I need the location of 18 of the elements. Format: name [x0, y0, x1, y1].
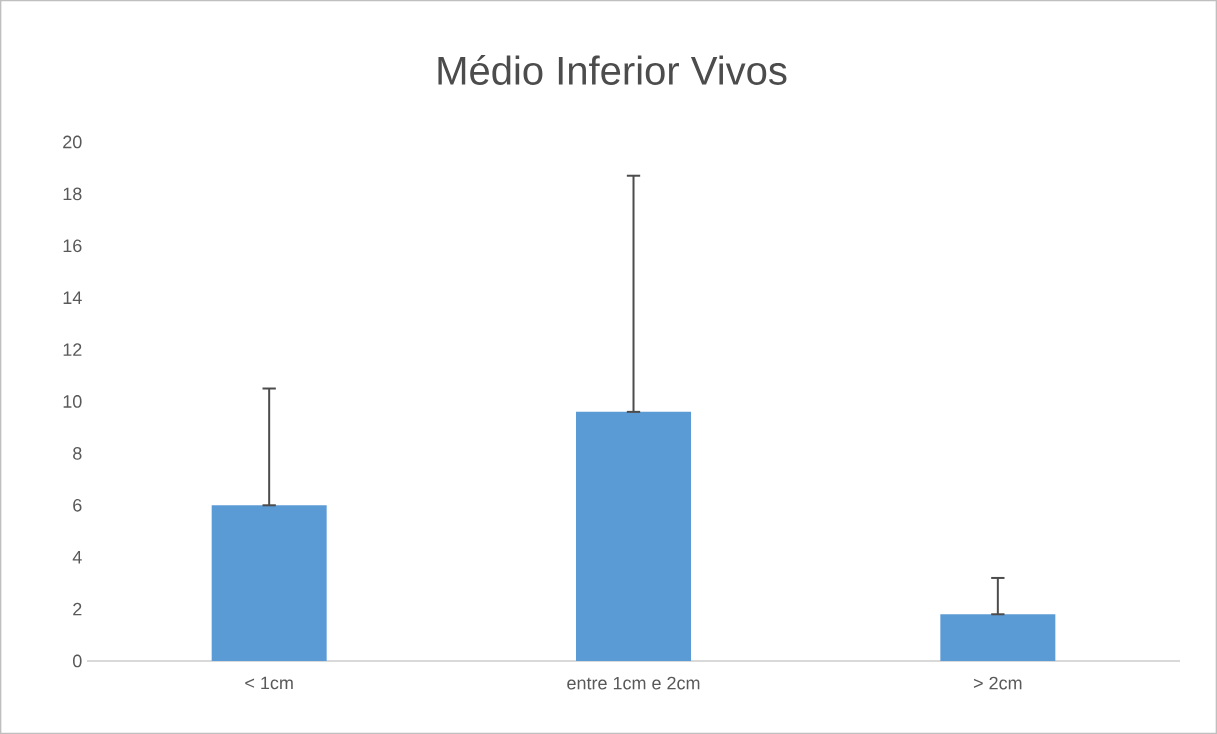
y-tick-label: 20	[63, 135, 82, 149]
y-tick-label: 18	[63, 187, 82, 201]
bar	[940, 614, 1056, 661]
x-tick-label: entre 1cm e 2cm	[567, 676, 700, 690]
chart-title: Médio Inferior Vivos	[438, 55, 787, 85]
x-tick-label: > 2cm	[973, 676, 1022, 690]
y-tick-label: 4	[72, 551, 82, 564]
x-tick-label: < 1cm	[245, 676, 293, 690]
y-tick-label: 0	[73, 654, 82, 668]
y-tick-label: 10	[63, 395, 82, 408]
bar	[576, 411, 692, 661]
y-tick-label: 2	[73, 602, 82, 616]
bar	[211, 505, 327, 661]
y-tick-label: 14	[63, 291, 82, 304]
y-tick-label: 12	[63, 343, 82, 356]
y-tick-label: 8	[73, 447, 82, 460]
y-tick-label: 6	[73, 498, 82, 512]
y-tick-label: 16	[63, 239, 82, 253]
